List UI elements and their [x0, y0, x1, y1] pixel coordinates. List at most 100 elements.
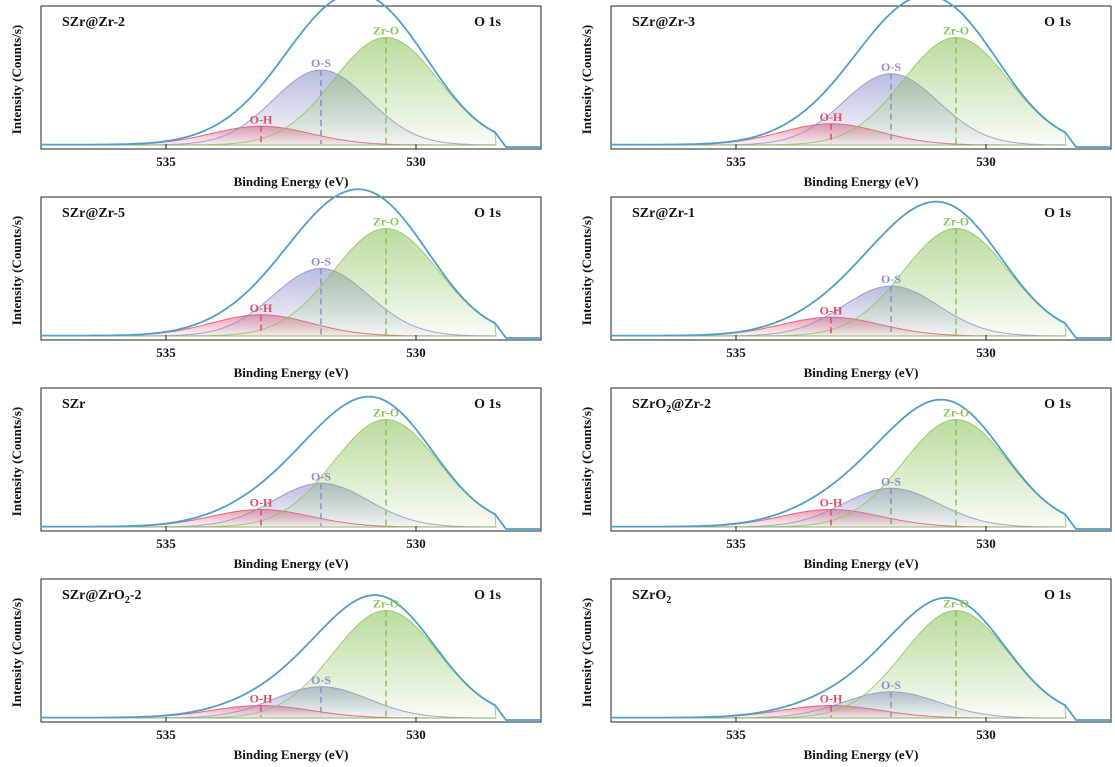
sample-title-subscript: 2 [666, 595, 671, 606]
sample-title-main: SZr@Zr-3 [632, 15, 695, 30]
peak-label-o-h: O-H [820, 692, 843, 706]
sample-title: SZrO2@Zr-2 [632, 397, 711, 415]
xps-panel-5: Zr-O O-S O-H 535 530 Binding Energy (eV) Inten… [0, 382, 557, 573]
peak-label-o-s: O-S [311, 255, 331, 269]
sample-title: SZr@Zr-2 [62, 15, 125, 30]
xps-panel-1: Zr-O O-S O-H 535 530 Binding Energy (eV) Inten… [0, 0, 557, 191]
sample-title-main: SZrO [632, 397, 666, 412]
xps-panel-6: Zr-O O-S O-H 535 530 Binding Energy (eV) Inten… [570, 382, 1115, 573]
plot-frame [40, 196, 542, 341]
x-axis-label: Binding Energy (eV) [234, 365, 349, 380]
peak-label-o-s: O-S [311, 56, 331, 70]
panel-svg: Zr-O O-S O-H 535 530 Binding Energy (eV) Inten… [9, 578, 542, 762]
x-tick-label: 535 [156, 345, 176, 360]
plot-frame [610, 5, 1112, 150]
sample-title-main: SZr [62, 397, 85, 412]
peak-label-zr-o: Zr-O [373, 215, 399, 229]
x-tick-label: 530 [976, 345, 996, 360]
sample-title-main: SZrO [632, 588, 666, 603]
peak-label-o-h: O-H [250, 301, 273, 315]
envelope-curve [610, 0, 1111, 148]
peak-label-o-h: O-H [250, 496, 273, 510]
peak-label-o-h: O-H [820, 496, 843, 510]
panel-svg: Zr-O O-S O-H 535 530 Binding Energy (eV) Inten… [579, 578, 1112, 762]
y-axis-label: Intensity (Counts/s) [9, 598, 24, 707]
region-label: O 1s [474, 15, 501, 30]
x-axis-label: Binding Energy (eV) [804, 556, 919, 571]
region-label: O 1s [1044, 397, 1071, 412]
x-tick-label: 530 [406, 536, 426, 551]
xps-panel-7: Zr-O O-S O-H 535 530 Binding Energy (eV) Inten… [0, 573, 557, 764]
region-label: O 1s [1044, 588, 1071, 603]
region-label: O 1s [1044, 206, 1071, 221]
sample-title-main: SZr@ZrO [62, 588, 125, 603]
plot-frame [40, 5, 542, 150]
region-label: O 1s [474, 588, 501, 603]
y-axis-label: Intensity (Counts/s) [579, 407, 594, 516]
region-label: O 1s [1044, 15, 1071, 30]
x-axis-label: Binding Energy (eV) [234, 174, 349, 189]
sample-title-main: SZr@Zr-2 [62, 15, 125, 30]
x-tick-label: 530 [406, 345, 426, 360]
x-tick-label: 535 [726, 154, 746, 169]
peak-label-o-h: O-H [820, 303, 843, 317]
peak-label-zr-o: Zr-O [943, 24, 969, 38]
x-tick-label: 530 [406, 154, 426, 169]
peak-label-o-s: O-S [311, 673, 331, 687]
peak-label-o-s: O-S [311, 469, 331, 483]
sample-title-suffix: -2 [130, 588, 142, 603]
y-axis-label: Intensity (Counts/s) [579, 598, 594, 707]
xps-panel-2: Zr-O O-S O-H 535 530 Binding Energy (eV) Inten… [570, 0, 1115, 191]
peak-label-zr-o: Zr-O [373, 597, 399, 611]
x-tick-label: 535 [726, 345, 746, 360]
panel-svg: Zr-O O-S O-H 535 530 Binding Energy (eV) Inten… [9, 387, 542, 571]
x-tick-label: 530 [976, 727, 996, 742]
y-axis-label: Intensity (Counts/s) [9, 407, 24, 516]
x-axis-label: Binding Energy (eV) [804, 365, 919, 380]
sample-title: SZr@Zr-1 [632, 206, 695, 221]
region-label: O 1s [474, 206, 501, 221]
plot-frame [610, 196, 1112, 341]
y-axis-label: Intensity (Counts/s) [9, 216, 24, 325]
sample-title-suffix: @Zr-2 [671, 397, 711, 412]
xps-panel-8: Zr-O O-S O-H 535 530 Binding Energy (eV) Inten… [570, 573, 1115, 764]
peak-label-o-h: O-H [250, 692, 273, 706]
sample-title: SZr [62, 397, 85, 412]
panel-svg: Zr-O O-S O-H 535 530 Binding Energy (eV) Inten… [579, 0, 1112, 189]
peak-label-zr-o: Zr-O [943, 597, 969, 611]
envelope-curve [610, 200, 1111, 339]
sample-title: SZrO2 [632, 588, 671, 606]
panel-svg: Zr-O O-S O-H 535 530 Binding Energy (eV) Inten… [579, 196, 1112, 380]
envelope-curve [610, 398, 1111, 530]
peak-label-zr-o: Zr-O [943, 406, 969, 420]
y-axis-label: Intensity (Counts/s) [579, 25, 594, 134]
envelope-curve [40, 594, 541, 721]
plot-frame [610, 387, 1112, 532]
plot-frame [40, 387, 542, 532]
peak-label-zr-o: Zr-O [373, 24, 399, 38]
sample-title: SZr@Zr-5 [62, 206, 125, 221]
envelope-curve [610, 596, 1111, 721]
plot-frame [40, 578, 542, 723]
envelope-curve [40, 188, 541, 339]
peak-label-o-h: O-H [820, 110, 843, 124]
sample-title: SZr@ZrO2-2 [62, 588, 141, 606]
x-axis-label: Binding Energy (eV) [804, 174, 919, 189]
x-tick-label: 535 [156, 154, 176, 169]
y-axis-label: Intensity (Counts/s) [579, 216, 594, 325]
sample-title-main: SZr@Zr-1 [632, 206, 695, 221]
peak-label-o-s: O-S [881, 272, 901, 286]
x-tick-label: 535 [726, 727, 746, 742]
x-axis-label: Binding Energy (eV) [804, 747, 919, 762]
sample-title: SZr@Zr-3 [632, 15, 695, 30]
envelope-curve [40, 395, 541, 530]
x-tick-label: 530 [406, 727, 426, 742]
peak-label-o-h: O-H [250, 112, 273, 126]
peak-label-o-s: O-S [881, 678, 901, 692]
panel-svg: Zr-O O-S O-H 535 530 Binding Energy (eV) Inten… [9, 0, 542, 189]
peak-label-zr-o: Zr-O [943, 215, 969, 229]
xps-panel-4: Zr-O O-S O-H 535 530 Binding Energy (eV) Inten… [570, 191, 1115, 382]
region-label: O 1s [474, 397, 501, 412]
plot-frame [610, 578, 1112, 723]
peak-label-o-s: O-S [881, 474, 901, 488]
